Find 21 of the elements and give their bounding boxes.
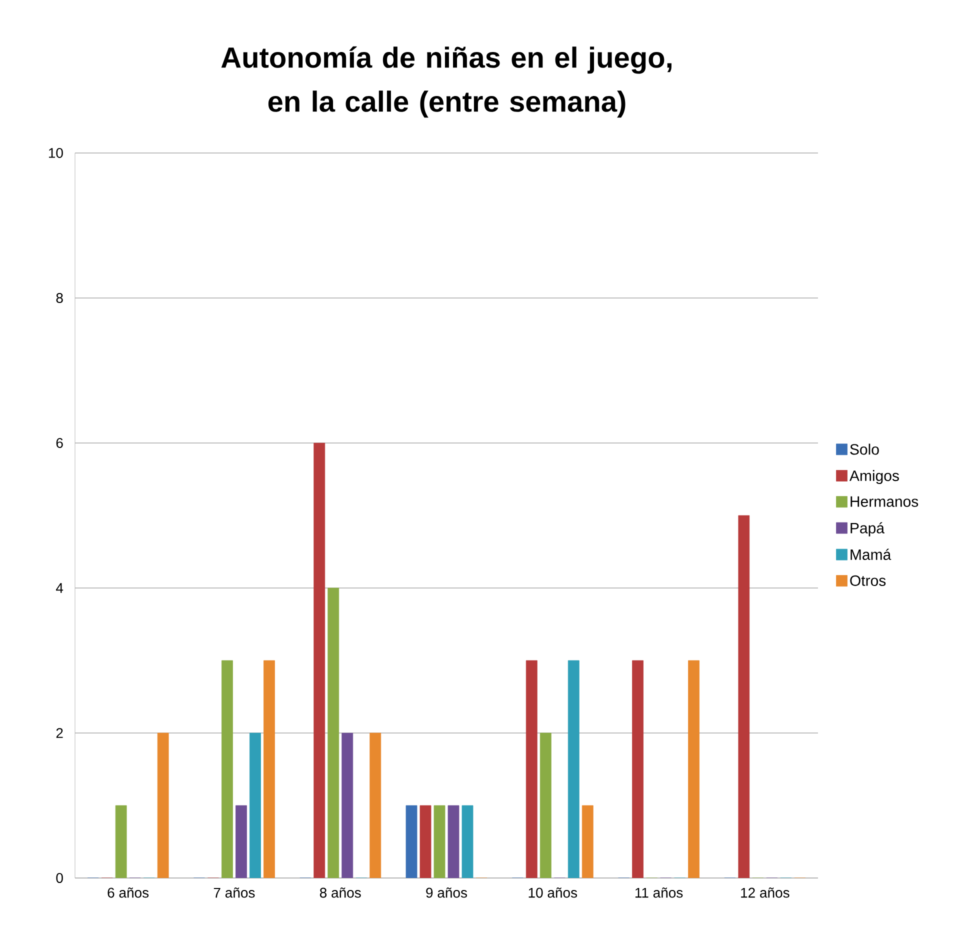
x-tick-label: 12 años — [741, 888, 790, 898]
x-tick-label: 7 años — [214, 888, 255, 898]
y-tick-label: 0 — [56, 873, 63, 883]
y-tick-label: 8 — [56, 293, 63, 303]
y-tick-label: 6 — [56, 438, 63, 448]
legend-label: Hermanos — [850, 496, 918, 507]
y-tick-label: 10 — [48, 148, 63, 158]
y-tick-label: 4 — [56, 583, 64, 593]
chart-title: Autonomía de niñas en el juego, en la calle (entre semana) — [221, 46, 672, 118]
legend-label: Papá — [850, 522, 884, 536]
x-tick-label: 11 años — [635, 888, 683, 898]
y-tick-label: 2 — [56, 728, 63, 738]
x-tick-label: 9 años — [426, 888, 467, 898]
legend-label: Amigos — [850, 470, 899, 484]
x-tick-label: 10 años — [528, 888, 578, 898]
legend-label: Mamá — [850, 548, 892, 560]
bar — [406, 805, 418, 878]
x-tick-label: 6 años — [108, 888, 149, 898]
legend-label: Solo — [850, 444, 879, 455]
x-tick-label: 8 años — [320, 888, 361, 898]
legend-label: Otros — [850, 575, 886, 586]
